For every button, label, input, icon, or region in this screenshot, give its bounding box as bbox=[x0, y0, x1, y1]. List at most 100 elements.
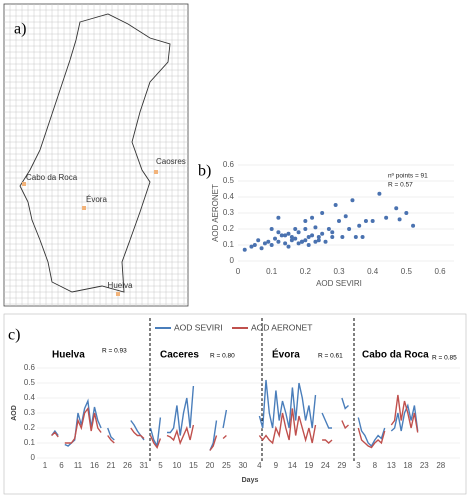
point bbox=[306, 243, 311, 247]
x-tick-label: 28 bbox=[436, 461, 445, 470]
point bbox=[310, 233, 315, 238]
point bbox=[306, 235, 311, 239]
y-tick-label: 0.5 bbox=[223, 176, 235, 185]
point bbox=[299, 239, 304, 244]
point bbox=[283, 241, 288, 246]
legend-label: AOD SEVIRI bbox=[174, 322, 223, 332]
point bbox=[276, 239, 281, 244]
point bbox=[357, 223, 362, 228]
station-label: Évora bbox=[86, 195, 107, 204]
country-outline bbox=[19, 13, 171, 293]
station-label: Huelva bbox=[108, 281, 133, 290]
y-tick-label: 0.3 bbox=[24, 408, 36, 417]
x-tick-label: 20 bbox=[205, 461, 214, 470]
x-tick-label: 4 bbox=[257, 461, 262, 470]
point bbox=[242, 247, 247, 252]
x-tick-label: 0 bbox=[236, 267, 241, 276]
panel-c-frame bbox=[3, 313, 467, 495]
point bbox=[303, 238, 308, 243]
x-tick-label: 10 bbox=[172, 461, 181, 470]
point bbox=[347, 227, 352, 231]
x-tick-label: 0.5 bbox=[401, 267, 413, 276]
point bbox=[397, 217, 402, 222]
x-tick-label: 24 bbox=[321, 461, 330, 470]
x-tick-label: 0.3 bbox=[333, 267, 345, 276]
y-tick-label: 0.1 bbox=[223, 240, 235, 249]
x-tick-label: 0.1 bbox=[266, 267, 278, 276]
point bbox=[360, 235, 365, 239]
y-tick-label: 0.1 bbox=[24, 438, 36, 447]
panel-label: b) bbox=[198, 163, 211, 180]
annotation: R = 0.85 bbox=[432, 355, 457, 362]
x-tick-label: 23 bbox=[420, 461, 429, 470]
station-marker bbox=[116, 292, 120, 296]
annotation: nº points = 91 bbox=[388, 173, 428, 180]
y-axis-label: AOD bbox=[11, 405, 18, 421]
point bbox=[330, 235, 335, 239]
point bbox=[286, 244, 291, 249]
point bbox=[286, 231, 291, 236]
y-tick-label: 0.6 bbox=[223, 160, 235, 169]
point bbox=[343, 214, 348, 219]
point bbox=[273, 236, 278, 241]
y-tick-label: 0 bbox=[230, 256, 235, 265]
annotation: Cabo da Roca bbox=[362, 350, 429, 361]
point bbox=[340, 235, 345, 239]
x-tick-label: 30 bbox=[238, 461, 247, 470]
x-tick-label: 15 bbox=[189, 461, 198, 470]
station-label: Caosres bbox=[156, 157, 186, 166]
y-tick-label: 0.4 bbox=[223, 192, 235, 201]
x-tick-label: 19 bbox=[304, 461, 313, 470]
y-axis-label: AOD AERONET bbox=[211, 184, 220, 242]
x-tick-label: 14 bbox=[288, 461, 297, 470]
x-tick-label: 16 bbox=[90, 461, 99, 470]
point bbox=[279, 233, 284, 238]
annotation: Caceres bbox=[160, 350, 199, 361]
x-axis-label: AOD SEVIRI bbox=[316, 279, 362, 288]
point bbox=[316, 238, 321, 243]
x-tick-label: 31 bbox=[139, 461, 148, 470]
point bbox=[289, 235, 294, 239]
point bbox=[249, 244, 254, 249]
x-tick-label: 5 bbox=[158, 461, 163, 470]
station-marker bbox=[154, 170, 158, 174]
x-tick-label: 26 bbox=[123, 461, 132, 470]
x-tick-label: 0.4 bbox=[367, 267, 379, 276]
series-line bbox=[51, 394, 419, 451]
y-tick-label: 0.4 bbox=[24, 393, 36, 402]
point bbox=[384, 215, 389, 220]
x-tick-label: 3 bbox=[356, 461, 361, 470]
annotation: R = 0.80 bbox=[210, 353, 235, 360]
x-tick-label: 1 bbox=[43, 461, 48, 470]
point bbox=[289, 238, 294, 243]
point bbox=[296, 241, 301, 246]
x-tick-label: 21 bbox=[107, 461, 116, 470]
y-tick-label: 0.2 bbox=[223, 224, 235, 233]
point bbox=[404, 211, 409, 215]
point bbox=[326, 227, 331, 231]
point bbox=[394, 206, 399, 211]
point bbox=[320, 231, 325, 236]
point bbox=[313, 225, 318, 230]
map-frame bbox=[3, 3, 189, 307]
point bbox=[363, 219, 368, 223]
point bbox=[303, 219, 308, 223]
x-tick-label: 29 bbox=[337, 461, 346, 470]
legend-label: AOD AERONET bbox=[251, 322, 312, 332]
point bbox=[323, 239, 328, 244]
x-tick-label: 18 bbox=[403, 461, 412, 470]
y-tick-label: 0.2 bbox=[24, 423, 36, 432]
point bbox=[262, 241, 267, 246]
annotation: R = 0.93 bbox=[102, 348, 127, 355]
x-tick-label: 8 bbox=[373, 461, 378, 470]
annotation: Évora bbox=[272, 348, 300, 361]
panel-label: a) bbox=[14, 21, 26, 38]
x-tick-label: 13 bbox=[387, 461, 396, 470]
point bbox=[377, 191, 382, 196]
x-tick-label: 11 bbox=[74, 461, 83, 470]
point bbox=[276, 215, 281, 220]
station-label: Cabo da Roca bbox=[26, 173, 78, 182]
point bbox=[303, 227, 308, 231]
